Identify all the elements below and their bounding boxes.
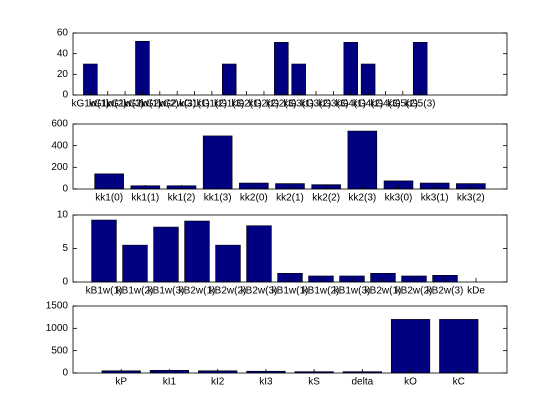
y-tick-label: 500 bbox=[51, 345, 68, 356]
x-tick-label: kG4(1) bbox=[335, 99, 366, 110]
bar bbox=[390, 319, 431, 374]
x-tick-label: kG5(2) bbox=[388, 99, 419, 110]
y-tick-label: 40 bbox=[57, 48, 69, 59]
bar bbox=[153, 226, 179, 283]
bar bbox=[135, 40, 150, 96]
x-tick-label: kG5(3) bbox=[405, 99, 436, 110]
x-tick-label: kG3(1) bbox=[283, 99, 314, 110]
x-tick-label: kk2(0) bbox=[240, 193, 268, 204]
x-tick-label: kB2w(2) bbox=[210, 286, 247, 297]
x-tick-label: kB2w(1) bbox=[179, 286, 216, 297]
bar bbox=[215, 244, 241, 283]
x-tick-label: kO bbox=[404, 377, 417, 388]
x-tick-label: kDe bbox=[467, 286, 485, 297]
x-tick-label: kG2w(3) bbox=[158, 99, 196, 110]
x-tick-label: kB1w(1) bbox=[272, 286, 309, 297]
x-tick-label: kG2w(1) bbox=[124, 99, 162, 110]
bar bbox=[83, 63, 98, 96]
x-tick-label: kk1(3) bbox=[204, 193, 232, 204]
x-tick-label: kG2(1) bbox=[231, 99, 262, 110]
bar bbox=[91, 219, 117, 283]
x-tick-label: kG3(3) bbox=[318, 99, 349, 110]
x-tick-label: kI3 bbox=[259, 377, 273, 388]
bar bbox=[246, 225, 272, 283]
x-tick-label: kP bbox=[115, 377, 127, 388]
x-tick-label: kB2w(3) bbox=[427, 286, 464, 297]
y-tick-label: 200 bbox=[51, 162, 68, 173]
axes-box bbox=[72, 214, 508, 283]
bar bbox=[360, 63, 376, 96]
x-tick-label: kG1(3) bbox=[214, 99, 245, 110]
x-tick-label: kk3(1) bbox=[421, 193, 449, 204]
x-tick-label: kB1w(3) bbox=[334, 286, 371, 297]
x-tick-label: kk1(1) bbox=[131, 193, 159, 204]
x-tick-label: kB2w(1) bbox=[365, 286, 402, 297]
axes-box bbox=[72, 123, 508, 190]
x-tick-label: kG1w(1) bbox=[71, 99, 109, 110]
x-tick-label: kG2(3) bbox=[266, 99, 297, 110]
x-tick-label: kG4(2) bbox=[353, 99, 384, 110]
y-tick-label: 600 bbox=[51, 119, 68, 130]
x-tick-label: kG1(1) bbox=[179, 99, 210, 110]
x-tick-label: kB1w(1) bbox=[86, 286, 123, 297]
bar bbox=[274, 41, 289, 96]
x-tick-label: kk1(0) bbox=[95, 193, 123, 204]
y-tick-label: 400 bbox=[51, 140, 68, 151]
y-tick-label: 1000 bbox=[46, 323, 69, 334]
x-tick-label: kk2(2) bbox=[312, 193, 340, 204]
y-tick-label: 1500 bbox=[46, 301, 69, 312]
x-tick-label: kB1w(3) bbox=[148, 286, 185, 297]
y-tick-label: 60 bbox=[57, 28, 69, 39]
bar bbox=[202, 135, 233, 190]
x-tick-label: kk1(2) bbox=[168, 193, 196, 204]
x-tick-label: kG2w(2) bbox=[141, 99, 179, 110]
bar bbox=[291, 63, 306, 96]
x-tick-label: kG4(3) bbox=[370, 99, 401, 110]
x-tick-label: kI1 bbox=[163, 377, 177, 388]
bar bbox=[184, 220, 210, 283]
x-tick-label: kG1w(3) bbox=[106, 99, 144, 110]
x-tick-label: delta bbox=[351, 377, 373, 388]
x-tick-label: kG3(2) bbox=[301, 99, 332, 110]
y-tick-label: 0 bbox=[62, 368, 68, 379]
y-tick-label: 5 bbox=[62, 243, 68, 254]
bar bbox=[439, 319, 479, 374]
axes-box bbox=[72, 32, 508, 96]
y-tick-label: 10 bbox=[57, 210, 69, 221]
x-tick-label: kB2w(2) bbox=[396, 286, 433, 297]
x-tick-label: kC bbox=[453, 377, 465, 388]
x-tick-label: kB1w(2) bbox=[117, 286, 154, 297]
y-tick-label: 0 bbox=[62, 184, 68, 195]
bar bbox=[221, 63, 237, 96]
x-tick-label: kG2(2) bbox=[249, 99, 280, 110]
y-tick-label: 0 bbox=[62, 90, 68, 101]
x-tick-label: kS bbox=[308, 377, 320, 388]
bar bbox=[343, 41, 359, 96]
x-tick-label: kG1(2) bbox=[197, 99, 228, 110]
axes-box bbox=[72, 305, 508, 374]
bar bbox=[122, 244, 148, 283]
y-tick-label: 0 bbox=[62, 277, 68, 288]
x-tick-label: kB1w(2) bbox=[303, 286, 340, 297]
x-tick-label: kI2 bbox=[211, 377, 225, 388]
bar bbox=[347, 130, 378, 190]
bar bbox=[412, 41, 428, 96]
x-tick-label: kk3(0) bbox=[385, 193, 413, 204]
x-tick-label: kB2w(3) bbox=[241, 286, 278, 297]
x-tick-label: kG1w(2) bbox=[89, 99, 127, 110]
x-tick-label: kk2(3) bbox=[348, 193, 376, 204]
y-tick-label: 20 bbox=[57, 69, 69, 80]
x-tick-label: kk3(2) bbox=[457, 193, 485, 204]
x-tick-label: kk2(1) bbox=[276, 193, 304, 204]
